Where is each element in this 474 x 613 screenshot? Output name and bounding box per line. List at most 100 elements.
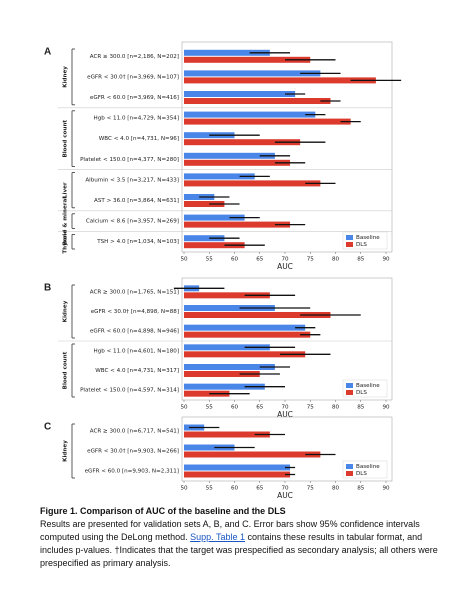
- category-label: WBC < 4.0 [n=4,731, N=317]: [95, 368, 179, 374]
- legend-label: Baseline: [356, 464, 380, 470]
- category-label: Calcium < 8.6 [n=3,957, N=269]: [86, 219, 179, 225]
- category-label: Hgb < 11.0 [n=4,601, N=180]: [94, 348, 180, 354]
- category-label: eGFR < 30.0† [n=4,898, N=88]: [91, 309, 179, 315]
- x-tick-label: 85: [357, 486, 365, 492]
- group-label: Kidney: [63, 66, 69, 88]
- category-label: WBC < 4.0 [n=4,731, N=96]: [99, 136, 179, 142]
- x-tick-label: 70: [281, 257, 289, 263]
- bar: [184, 390, 230, 397]
- plot-frame: [181, 416, 393, 482]
- x-tick-label: 90: [382, 405, 390, 411]
- legend-box: [342, 231, 388, 250]
- panel-label: C: [44, 422, 51, 433]
- bar: [184, 159, 291, 166]
- caption-title: Figure 1. Comparison of AUC of the basel…: [40, 506, 286, 516]
- caption: Figure 1. Comparison of AUC of the basel…: [40, 505, 450, 570]
- x-tick-label: 65: [256, 257, 264, 263]
- category-label: AST > 36.0 [n=3,864, N=631]: [94, 198, 179, 204]
- x-tick-label: 60: [231, 405, 239, 411]
- bar: [184, 305, 275, 311]
- caption-link[interactable]: Supp. Table 1: [190, 532, 246, 542]
- legend-swatch: [346, 390, 353, 395]
- x-tick-label: 80: [332, 405, 340, 411]
- x-axis-label: AUC: [277, 410, 293, 419]
- x-tick-label: 75: [307, 405, 315, 411]
- legend-label: Baseline: [356, 383, 380, 389]
- bar: [184, 383, 265, 390]
- group-label: Thyroid: [63, 230, 69, 254]
- group-label: Bone & mineral: [63, 197, 69, 246]
- x-tick-label: 70: [281, 405, 289, 411]
- bar: [184, 56, 311, 63]
- bar: [184, 331, 311, 338]
- group-label: Blood count: [63, 120, 69, 158]
- bar: [184, 77, 376, 84]
- bar: [184, 152, 275, 159]
- bar: [184, 91, 296, 97]
- bar: [184, 451, 321, 458]
- legend-box: [342, 379, 388, 398]
- x-tick-label: 85: [357, 405, 365, 411]
- bar: [184, 292, 270, 299]
- group-label: Blood count: [63, 351, 69, 389]
- panel-label: B: [44, 283, 51, 294]
- group-label: Kidney: [63, 300, 69, 322]
- category-label: Platelet < 150.0 [n=4,597, N=314]: [80, 388, 179, 394]
- x-tick-label: 50: [180, 257, 188, 263]
- x-tick-label: 60: [231, 257, 239, 263]
- legend-label: DLS: [356, 242, 367, 248]
- x-tick-label: 75: [307, 486, 315, 492]
- bar: [184, 471, 291, 478]
- x-tick-label: 90: [382, 257, 390, 263]
- plot-frame: [181, 41, 393, 253]
- bar: [184, 464, 291, 471]
- category-label: TSH > 4.0 [n=1,034, N=103]: [96, 239, 179, 245]
- group-label: Kidney: [63, 440, 69, 462]
- legend-label: DLS: [356, 471, 367, 477]
- bar: [184, 173, 255, 180]
- x-axis-label: AUC: [277, 262, 293, 271]
- bar: [184, 364, 275, 370]
- x-tick-label: 55: [206, 257, 214, 263]
- legend-swatch: [346, 464, 353, 469]
- bar: [184, 344, 270, 351]
- bar: [184, 312, 331, 318]
- x-tick-label: 80: [332, 486, 340, 492]
- legend-label: DLS: [356, 390, 367, 396]
- legend-label: Baseline: [356, 235, 380, 241]
- x-tick-label: 75: [307, 257, 315, 263]
- bar: [184, 201, 225, 207]
- panel-label: A: [44, 47, 51, 58]
- x-tick-label: 85: [357, 257, 365, 263]
- legend-swatch: [346, 471, 353, 476]
- category-label: ACR ≥ 300.0 [n=2,186, N=202]: [90, 54, 179, 60]
- category-label: ACR ≥ 300.0 [n=1,765, N=151]: [90, 289, 179, 295]
- legend-swatch: [346, 242, 353, 247]
- bar: [184, 444, 235, 451]
- bar: [184, 98, 331, 104]
- bar: [184, 242, 245, 249]
- bar: [184, 324, 306, 331]
- figure: A 50 55 60 65 70 75 80 85 90 AUC Kidney ACR ≥ 300.0 …: [44, 41, 402, 500]
- category-label: eGFR < 30.0† [n=9,903, N=266]: [87, 449, 179, 455]
- plot-frame: [181, 277, 393, 401]
- x-tick-label: 55: [206, 486, 214, 492]
- x-tick-label: 70: [281, 486, 289, 492]
- bar: [184, 139, 301, 146]
- bar: [184, 70, 321, 77]
- category-label: Platelet < 150.0 [n=4,377, N=280]: [80, 157, 179, 163]
- bar: [184, 235, 225, 242]
- x-tick-label: 65: [256, 405, 264, 411]
- bar: [184, 118, 351, 125]
- x-tick-label: 55: [206, 405, 214, 411]
- x-tick-label: 50: [180, 405, 188, 411]
- x-tick-label: 65: [256, 486, 264, 492]
- caption-text: contains these results in tabular format…: [40, 532, 438, 568]
- legend-swatch: [346, 235, 353, 240]
- category-label: eGFR < 60.0 [n=3,969, N=416]: [90, 95, 179, 101]
- category-label: eGFR < 60.0 [n=9,903, N=2,311]: [85, 469, 179, 475]
- bar: [184, 49, 270, 56]
- bar: [184, 180, 321, 187]
- category-label: Hgb < 11.0 [n=4,729, N=354]: [94, 116, 180, 122]
